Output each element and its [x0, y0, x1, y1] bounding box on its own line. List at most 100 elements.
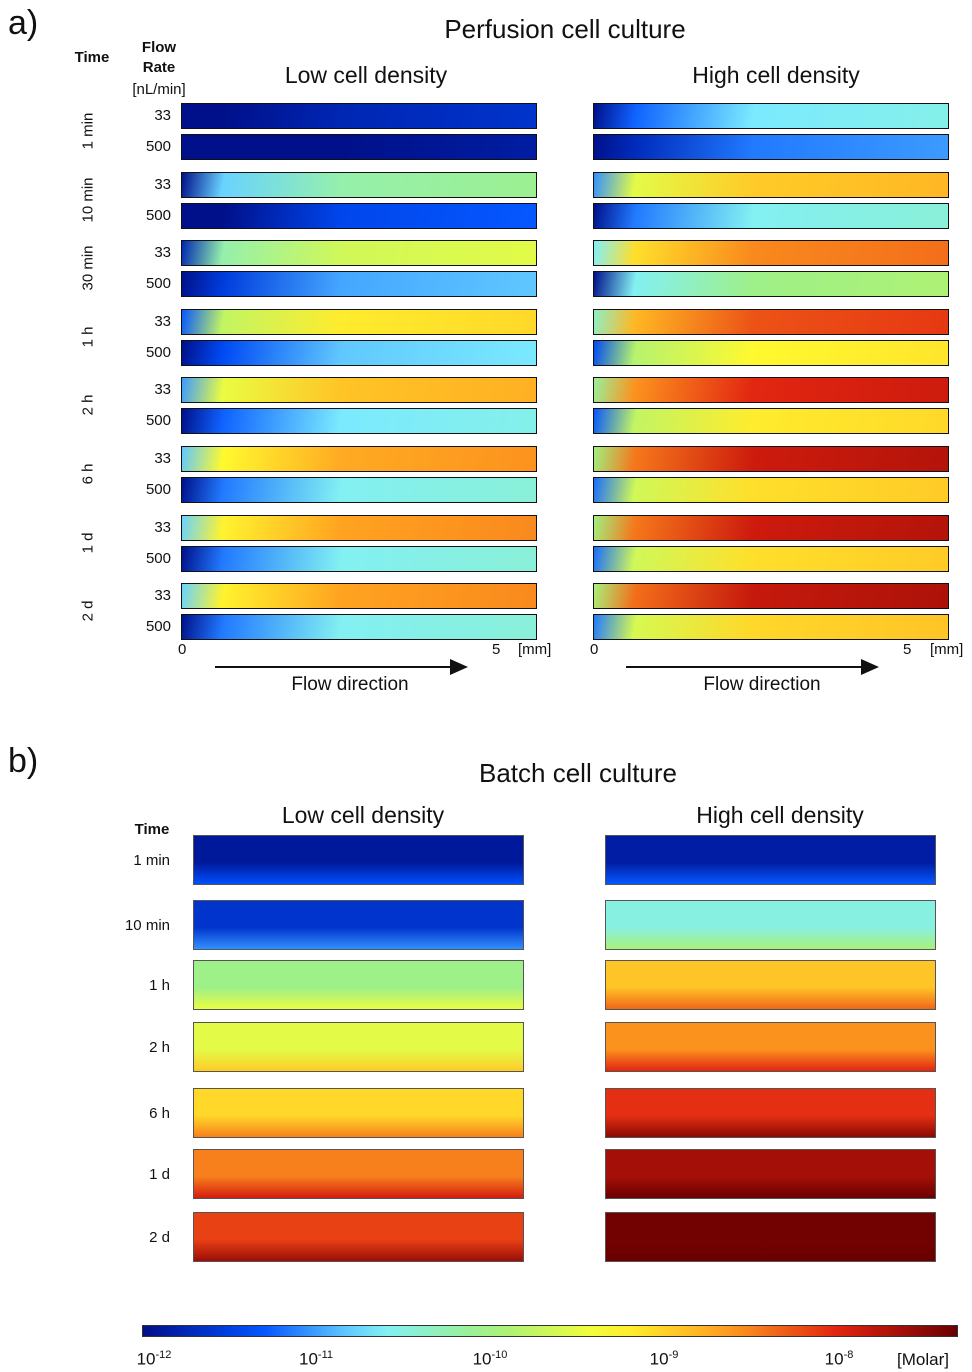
batch-time-label: 2 h	[149, 1039, 170, 1056]
flow-rate-label: 500	[145, 412, 171, 430]
flow-rate-label: 500	[145, 618, 171, 636]
perfusion-strip-low	[181, 134, 537, 160]
colorbar-unit: [Molar]	[897, 1350, 949, 1369]
perfusion-time-label: 10 min	[79, 177, 97, 223]
arrow-head-low-icon	[450, 659, 468, 675]
low-x-start: 0	[178, 641, 187, 658]
perfusion-strip-high	[593, 202, 949, 229]
perfusion-strip-low	[181, 240, 537, 267]
flow-rate-header-line2: Rate	[142, 59, 176, 76]
perfusion-strip-low	[181, 271, 537, 298]
perfusion-strip-high	[593, 583, 949, 610]
perfusion-strip-low	[181, 308, 537, 335]
flow-rate-label: 500	[145, 549, 171, 567]
perfusion-strip-high	[593, 545, 949, 572]
high-x-start: 0	[590, 641, 599, 658]
perfusion-strip-low	[181, 408, 537, 435]
low-density-title-b: Low cell density	[281, 802, 445, 828]
colorbar-tick-label: 10-9	[649, 1349, 679, 1369]
perfusion-time-label: 1 h	[79, 326, 97, 348]
batch-strip-high	[605, 1088, 936, 1138]
perfusion-time-label: 2 d	[79, 600, 97, 622]
perfusion-strip-high	[593, 308, 949, 335]
colorbar-tick-label: 10-11	[298, 1349, 334, 1369]
perfusion-strip-high	[593, 446, 949, 472]
perfusion-strip-low	[181, 446, 537, 472]
flow-rate-label: 33	[154, 587, 171, 605]
flow-rate-header-line1: Flow	[141, 39, 177, 56]
batch-strip-low	[193, 1088, 524, 1138]
perfusion-strip-high	[593, 377, 949, 404]
low-x-unit: [mm]	[518, 641, 552, 658]
batch-time-label: 1 d	[149, 1166, 170, 1183]
batch-strip-low	[193, 835, 524, 885]
time-header-a: Time	[74, 49, 110, 66]
perfusion-time-label: 1 min	[79, 112, 97, 150]
perfusion-time-label: 2 h	[79, 394, 97, 416]
batch-strip-high	[605, 1212, 936, 1262]
perfusion-strip-low	[181, 202, 537, 229]
perfusion-strip-high	[593, 271, 949, 298]
perfusion-strip-low	[181, 339, 537, 366]
flow-rate-label: 33	[154, 450, 171, 467]
colorbar-tick-label: 10-10	[472, 1349, 508, 1369]
flow-direction-low: Flow direction	[291, 674, 409, 695]
perfusion-strip-low	[181, 103, 537, 129]
batch-time-label: 2 d	[149, 1229, 170, 1246]
perfusion-strip-low	[181, 514, 537, 541]
perfusion-strip-low	[181, 614, 537, 641]
perfusion-time-label: 6 h	[79, 463, 97, 485]
perfusion-strip-high	[593, 339, 949, 366]
panel-b-title: Batch cell culture	[479, 758, 677, 788]
perfusion-time-label: 1 d	[79, 532, 97, 554]
flow-rate-label: 500	[145, 138, 171, 155]
perfusion-strip-low	[181, 171, 537, 198]
batch-strip-low	[193, 960, 524, 1010]
perfusion-strip-low	[181, 377, 537, 404]
low-density-title-a: Low cell density	[284, 62, 448, 88]
arrow-head-high-icon	[861, 659, 879, 675]
flow-rate-label: 33	[154, 244, 171, 262]
batch-strip-high	[605, 835, 936, 885]
colorbar	[142, 1325, 958, 1337]
flow-rate-label: 33	[154, 175, 171, 193]
flow-rate-label: 33	[154, 381, 171, 399]
flow-rate-label: 500	[145, 206, 171, 224]
batch-strip-low	[193, 900, 524, 950]
flow-rate-label: 33	[154, 107, 171, 124]
perfusion-strip-high	[593, 171, 949, 198]
batch-time-label: 6 h	[149, 1105, 170, 1122]
flow-rate-label: 33	[154, 312, 171, 330]
batch-strip-low	[193, 1212, 524, 1262]
colorbar-tick-label: 10-12	[136, 1349, 172, 1369]
perfusion-strip-high	[593, 477, 949, 503]
flow-arrow-high	[626, 666, 862, 668]
flow-rate-label: 500	[145, 275, 171, 293]
panel-a-title: Perfusion cell culture	[444, 14, 686, 44]
high-density-title-b: High cell density	[696, 802, 864, 828]
perfusion-strip-high	[593, 614, 949, 641]
batch-time-label: 1 min	[133, 852, 170, 869]
perfusion-strip-high	[593, 514, 949, 541]
batch-strip-high	[605, 900, 936, 950]
flow-rate-unit: [nL/min]	[132, 81, 186, 98]
batch-strip-low	[193, 1022, 524, 1072]
perfusion-strip-low	[181, 545, 537, 572]
batch-time-label: 10 min	[124, 917, 170, 934]
flow-direction-high: Flow direction	[703, 674, 821, 695]
high-x-unit: [mm]	[930, 641, 964, 658]
time-header-b: Time	[134, 821, 170, 838]
high-x-end: 5	[903, 641, 912, 658]
perfusion-strip-low	[181, 477, 537, 503]
panel-a-label: a)	[8, 4, 39, 42]
perfusion-strip-high	[593, 134, 949, 160]
batch-strip-high	[605, 1149, 936, 1199]
flow-rate-label: 33	[154, 518, 171, 536]
high-density-title-a: High cell density	[692, 62, 860, 88]
perfusion-strip-high	[593, 103, 949, 129]
flow-rate-label: 500	[145, 481, 171, 498]
perfusion-strip-high	[593, 408, 949, 435]
flow-rate-label: 500	[145, 343, 171, 361]
panel-b-label: b)	[8, 742, 39, 780]
perfusion-strip-high	[593, 240, 949, 267]
